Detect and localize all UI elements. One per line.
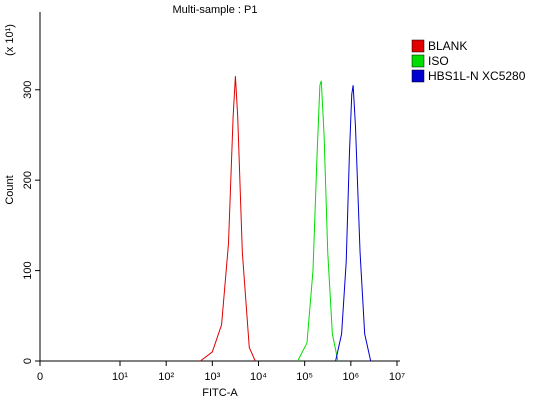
x-axis-label: FITC-A xyxy=(202,387,238,399)
y-tick-label: 100 xyxy=(22,261,34,279)
legend-label: BLANK xyxy=(428,39,467,53)
histogram-curve xyxy=(200,76,256,362)
y-axis-label: Count xyxy=(4,175,16,204)
y-multiplier-label: (x 10¹) xyxy=(4,24,16,56)
y-tick-label: 300 xyxy=(22,81,34,99)
legend-swatch xyxy=(411,54,425,68)
x-tick-label: 10¹ xyxy=(112,371,128,383)
x-tick-label: 10³ xyxy=(204,371,220,383)
x-tick-label: 0 xyxy=(37,371,43,383)
y-tick-label: 200 xyxy=(22,171,34,189)
y-tick-label: 0 xyxy=(22,358,34,364)
histogram-curve xyxy=(335,85,372,362)
legend-swatch xyxy=(411,69,425,83)
x-tick-label: 10⁷ xyxy=(389,371,405,383)
legend-swatch xyxy=(411,39,425,53)
chart-title: Multi-sample : P1 xyxy=(173,4,258,16)
x-tick-label: 10⁴ xyxy=(250,371,267,383)
x-tick-label: 10⁶ xyxy=(342,371,359,383)
histogram-curve xyxy=(297,80,339,362)
legend-label: ISO xyxy=(428,54,449,68)
x-tick-label: 10⁵ xyxy=(296,371,313,383)
legend-label: HBS1L-N XC5280 xyxy=(428,69,526,83)
x-tick-label: 10² xyxy=(158,371,174,383)
